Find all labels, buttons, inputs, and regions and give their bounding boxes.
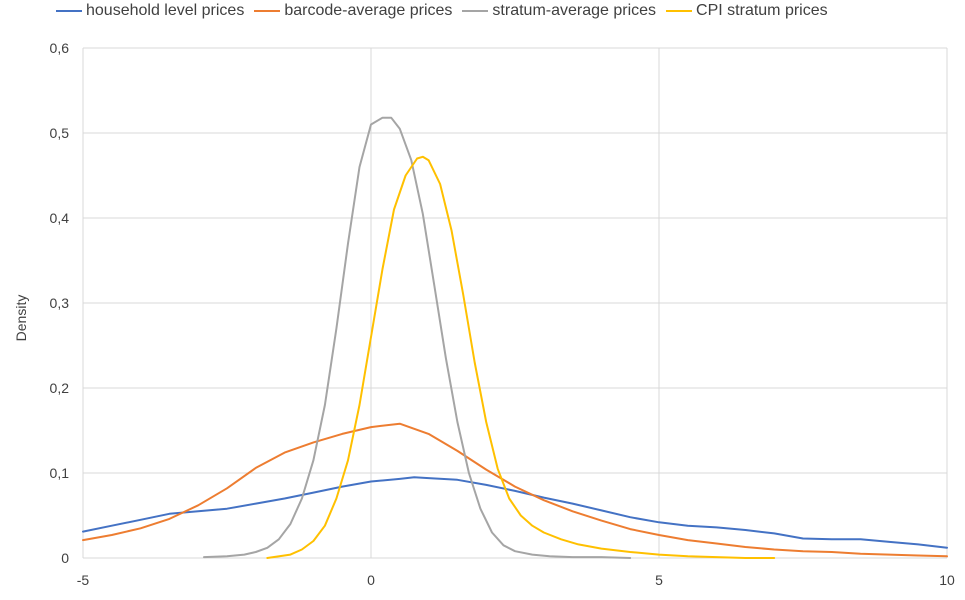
y-tick-label: 0,2: [50, 380, 70, 396]
y-tick-label: 0: [61, 550, 69, 566]
legend-item-cpi: CPI stratum prices: [666, 2, 828, 20]
x-tick-label: 0: [367, 572, 375, 588]
x-tick-label: 10: [939, 572, 955, 588]
legend-item-stratum: stratum-average prices: [462, 2, 656, 20]
y-tick-label: 0,1: [50, 465, 70, 481]
y-tick-label: 0,6: [50, 40, 70, 56]
axes: [82, 48, 947, 559]
y-axis-label: Density: [13, 295, 29, 342]
series-line-0: [82, 476, 948, 549]
legend-swatch-stratum: [462, 10, 489, 12]
y-tick-label: 0,5: [50, 125, 70, 141]
legend: household level prices barcode-average p…: [56, 2, 828, 20]
series-lines: [82, 116, 948, 559]
x-tick-label: 5: [655, 572, 663, 588]
series-line-1: [82, 422, 948, 558]
legend-label-barcode: barcode-average prices: [284, 2, 453, 19]
legend-swatch-cpi: [666, 10, 693, 12]
legend-swatch-household: [56, 10, 82, 12]
y-tick-label: 0,3: [50, 295, 70, 311]
series-line-3: [266, 155, 776, 559]
x-tick-label: -5: [77, 572, 90, 588]
legend-label-household: household level prices: [86, 2, 245, 19]
legend-swatch-barcode: [254, 10, 281, 12]
legend-label-stratum: stratum-average prices: [492, 2, 657, 19]
legend-item-barcode: barcode-average prices: [254, 2, 452, 20]
gridlines: [83, 47, 948, 558]
series-line-2: [203, 116, 632, 559]
tick-labels: 0 0,1 0,2 0,3 0,4 0,5 0,6 -5 0 5 10: [50, 40, 955, 588]
legend-label-cpi: CPI stratum prices: [696, 2, 828, 19]
y-tick-label: 0,4: [50, 210, 70, 226]
legend-item-household: household level prices: [56, 2, 244, 20]
